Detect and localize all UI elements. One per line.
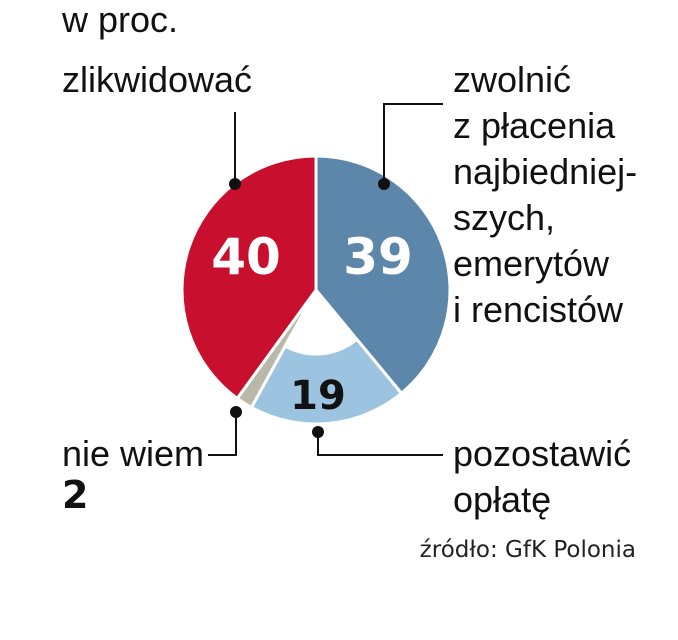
slice-label-zwolnic-line-2: z płacenia (453, 105, 616, 146)
slice-label-zwolnic-line-1: zwolnić (453, 59, 571, 100)
leader-dot-nie-wiem (230, 406, 242, 418)
leader-dot-zwolnic (378, 178, 390, 190)
leader-dots (229, 178, 390, 438)
slice-label-zwolnic: zwolnić z płacenia najbiedniej- szych, e… (453, 59, 637, 330)
slice-label-zwolnic-line-4: szych, (453, 197, 555, 238)
leader-dot-zlikwidowac (229, 178, 241, 190)
slice-label-pozostawic-line-1: pozostawić (453, 433, 631, 474)
slice-label-zwolnic-line-3: najbiedniej- (453, 151, 637, 192)
leader-line-zwolnic (383, 103, 443, 184)
leader-dot-pozostawic (312, 426, 324, 438)
leader-line-pozostawic (317, 428, 443, 456)
slice-pozostawic (249, 337, 404, 426)
slice-label-pozostawic-line-2: opłatę (453, 479, 551, 520)
slice-label-zwolnic-line-6: i rencistów (453, 289, 624, 330)
slice-label-pozostawic: pozostawić opłatę (453, 433, 631, 520)
pie-slices (180, 154, 452, 426)
value-label-nie-wiem: 2 (62, 473, 88, 517)
slice-zwolnic (314, 154, 452, 396)
source-note: źródło: GfK Polonia (420, 537, 636, 563)
slice-zlikwidowac (180, 154, 318, 401)
leader-line-nie-wiem (208, 412, 237, 456)
value-label-zlikwidowac: 40 (211, 228, 281, 286)
unit-label: w proc. (61, 0, 178, 40)
value-label-pozostawic: 19 (290, 373, 346, 419)
slice-label-nie-wiem: nie wiem (62, 433, 204, 474)
slice-label-zwolnic-line-5: emerytów (453, 243, 610, 284)
value-label-zwolnic: 39 (343, 228, 413, 286)
slice-label-zlikwidowac: zlikwidować (62, 59, 252, 100)
